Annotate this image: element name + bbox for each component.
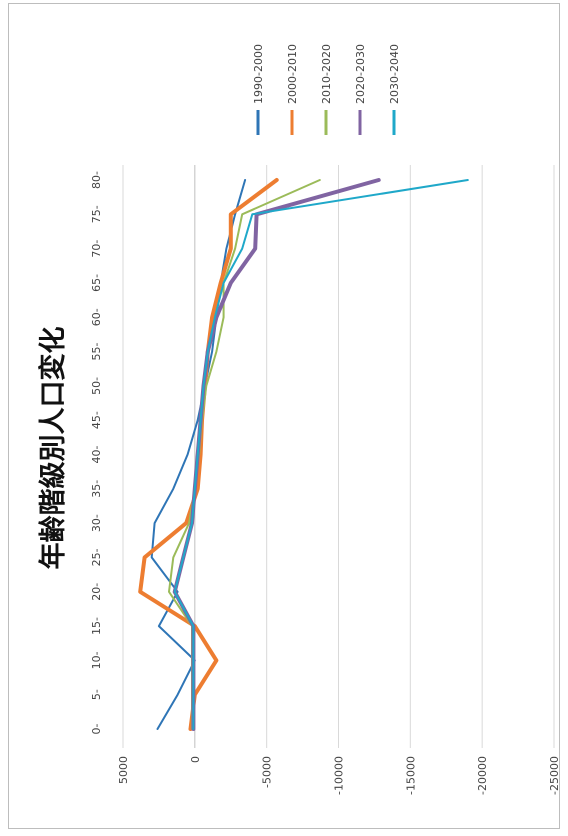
x-tick-label: 60- — [90, 308, 103, 326]
y-tick-label: 0 — [189, 756, 202, 763]
x-tick-label: 50- — [90, 377, 103, 395]
x-tick-label: 15- — [90, 617, 103, 635]
x-tick-label: 0- — [90, 723, 103, 734]
x-tick-label: 25- — [90, 548, 103, 566]
chart-frame — [8, 3, 560, 829]
x-tick-label: 5- — [90, 689, 103, 700]
legend-label: 2020-2030 — [354, 44, 367, 104]
series-line-2030-2040 — [173, 179, 469, 730]
legend-label: 1990-2000 — [252, 44, 265, 104]
y-tick-label: -20000 — [476, 756, 489, 795]
x-tick-label: 20- — [90, 583, 103, 601]
x-tick-label: 40- — [90, 445, 103, 463]
y-tick-label: 5000 — [117, 756, 130, 784]
series-line-2020-2030 — [172, 178, 381, 731]
legend-label: 2030-2040 — [388, 44, 401, 104]
y-tick-label: -25000 — [548, 756, 561, 795]
y-tick-label: -5000 — [261, 756, 274, 788]
x-tick-label: 75- — [90, 205, 103, 223]
gridlines — [122, 165, 555, 748]
series-lines — [138, 178, 469, 731]
series-line-2000-2010 — [138, 178, 279, 731]
y-tick-label: -10000 — [333, 756, 346, 795]
legend-label: 2000-2010 — [286, 44, 299, 104]
x-tick-label: 80- — [90, 171, 103, 189]
x-tick-label: 65- — [90, 274, 103, 292]
x-tick-label: 45- — [90, 411, 103, 429]
legend: 1990-2000 2000-2010 2010-2020 2020-2030 2030… — [252, 44, 401, 135]
x-tick-label: 55- — [90, 343, 103, 361]
legend-label: 2010-2020 — [320, 44, 333, 104]
x-tick-label: 10- — [90, 651, 103, 669]
axes: 5000 0 -5000 -10000 -15000 -20000 -25000 0- 5- 10… — [90, 165, 561, 795]
title-group: 年齢階級別人口変化 — [37, 327, 69, 570]
y-tick-label: -15000 — [404, 756, 417, 795]
x-tick-label: 35- — [90, 480, 103, 498]
chart-title: 年齢階級別人口変化 — [37, 327, 69, 570]
x-tick-label: 30- — [90, 514, 103, 532]
x-tick-label: 70- — [90, 240, 103, 258]
